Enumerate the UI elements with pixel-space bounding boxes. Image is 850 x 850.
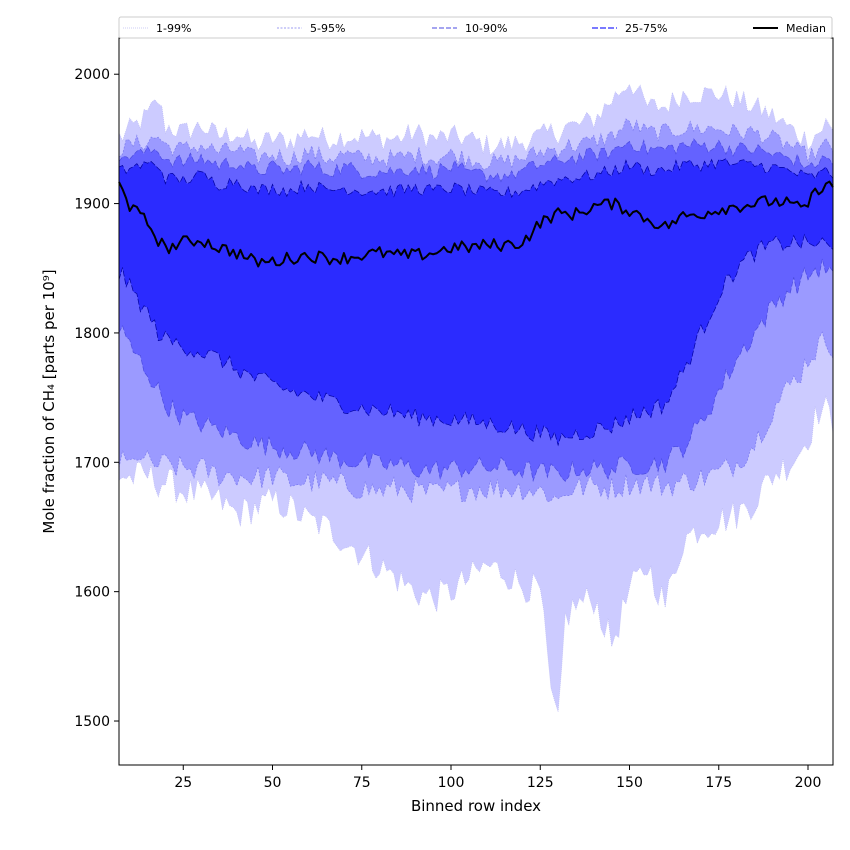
y-tick-label: 2000 [74,67,110,83]
legend-label: 10-90% [465,22,507,35]
y-tick-label: 1700 [74,455,110,471]
legend-label: 5-95% [310,22,345,35]
band-25-75% [119,158,833,446]
y-tick-label: 1600 [74,585,110,601]
x-axis: 25 50 75 100 125 150 175 200 [174,765,821,791]
band-lower-edge-1-99% [118,395,834,712]
y-tick-label: 1500 [74,714,110,730]
band-lower-edge-5-95% [118,331,834,504]
y-axis-label: Mole fraction of CH₄ [parts per 10⁹] [40,269,58,533]
y-tick-label: 1800 [74,326,110,342]
legend-label: Median [786,22,826,35]
x-tick-label: 175 [705,775,732,791]
legend: 1-99% 5-95% 10-90% 25-75% Median [118,16,833,39]
legend-box [118,16,833,39]
x-tick-label: 100 [438,775,465,791]
y-tick-label: 1900 [74,197,110,213]
x-tick-label: 200 [795,775,822,791]
band-lower-edge-10-90% [118,258,834,483]
legend-label: 25-75% [625,22,667,35]
x-tick-label: 50 [264,775,282,791]
legend-items: 1-99% 5-95% 10-90% 25-75% Median [123,22,826,35]
x-tick-label: 75 [353,775,371,791]
band-lower-edge-25-75% [118,233,834,447]
band-upper-edge-5-95% [118,118,834,170]
band-upper-edge-1-99% [118,83,834,156]
x-tick-label: 25 [174,775,192,791]
y-axis: 1500 1600 1700 1800 1900 2000 [74,67,119,730]
band-layer [119,84,833,712]
x-tick-label: 150 [616,775,643,791]
x-axis-label: Binned row index [411,797,541,815]
x-tick-label: 125 [527,775,554,791]
band-upper-edge-10-90% [118,138,834,183]
band-upper-edge-25-75% [118,158,834,198]
median-layer [118,180,834,268]
legend-label: 1-99% [156,22,191,35]
band-edge-layer [118,83,834,712]
median-line [118,180,834,268]
